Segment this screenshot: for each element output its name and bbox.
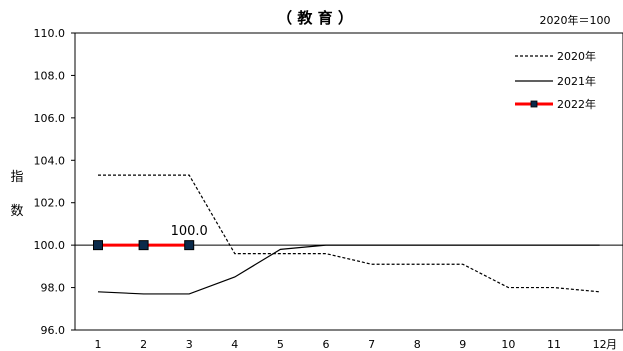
y-axis: 96.0 98.0 100.0 102.0 104.0 106.0 108.0 110.0	[34, 27, 75, 337]
y-tick-label: 96.0	[41, 324, 66, 337]
ylabel-char-1: 指	[10, 170, 23, 185]
chart-title: （ 教 育 ）	[277, 9, 353, 27]
y-tick-label: 110.0	[34, 27, 66, 40]
x-tick-label: 3	[186, 338, 193, 351]
series-point-2022年	[184, 240, 195, 251]
y-tick-label: 104.0	[34, 154, 66, 167]
x-tick-label: 1	[95, 338, 102, 351]
legend-item-2020: 2020年	[515, 49, 596, 63]
legend-item-2021: 2021年	[515, 74, 596, 88]
x-tick-label: 5	[277, 338, 284, 351]
legend-label-2022: 2022年	[557, 97, 596, 111]
legend-item-2022: 2022年	[515, 97, 596, 111]
x-tick-label: 11	[547, 338, 561, 351]
y-tick-label: 102.0	[34, 197, 66, 210]
x-tick-label: 12	[593, 338, 607, 351]
base-note: 2020年＝100	[540, 13, 611, 27]
series-point-2022年	[93, 240, 103, 251]
series-point-2022年	[138, 240, 149, 251]
legend-label-2020: 2020年	[557, 49, 596, 63]
x-tick-label: 7	[368, 338, 375, 351]
ylabel-char-2: 数	[10, 204, 23, 219]
x-tick-label: 4	[231, 338, 238, 351]
x-axis: 1 2 3 4 5 6 7 8 9 10 11 12 月	[95, 338, 618, 351]
x-unit-label: 月	[606, 338, 617, 351]
x-tick-label: 8	[414, 338, 421, 351]
series-layer	[93, 174, 600, 295]
x-tick-label: 10	[501, 338, 515, 351]
x-tick-label: 2	[140, 338, 147, 351]
annotation-100: 100.0	[171, 224, 208, 239]
legend-label-2021: 2021年	[557, 74, 596, 88]
y-tick-label: 106.0	[34, 112, 66, 125]
y-tick-label: 100.0	[34, 239, 66, 252]
series-line-2020年	[98, 174, 600, 293]
y-tick-label: 98.0	[41, 282, 66, 295]
y-tick-label: 108.0	[34, 69, 66, 82]
x-tick-label: 6	[323, 338, 330, 351]
series-line-2021年	[97, 244, 600, 295]
legend: 2020年 2021年 2022年	[515, 49, 596, 111]
plot-area	[74, 32, 623, 331]
legend-marker-2022	[530, 100, 538, 108]
x-tick-label: 9	[459, 338, 466, 351]
